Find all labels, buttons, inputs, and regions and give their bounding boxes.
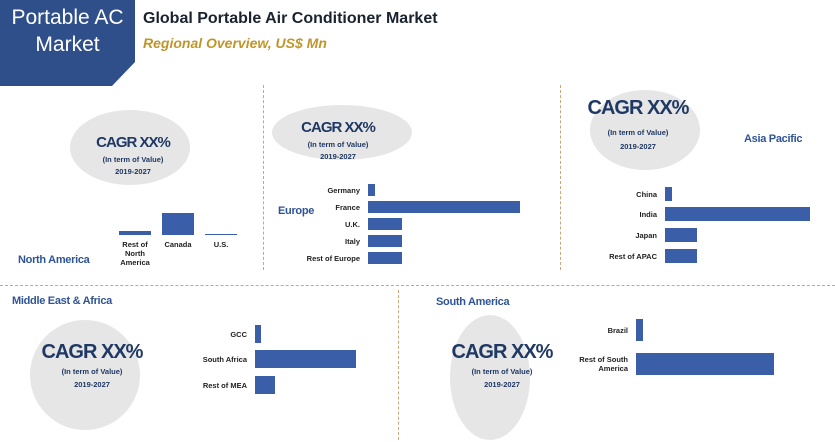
title: Global Portable Air Conditioner Market — [143, 10, 438, 27]
bar — [636, 353, 774, 375]
category-label: Japan — [635, 230, 657, 240]
category-label: Canada — [164, 240, 192, 249]
period: 2019-2027 — [620, 142, 656, 151]
bar — [255, 376, 275, 394]
category-label: China — [636, 189, 657, 199]
category-label: France — [335, 202, 360, 212]
bar — [665, 187, 672, 201]
category-label: Italy — [344, 236, 360, 246]
bar — [636, 319, 643, 341]
region-name: North America — [18, 254, 90, 266]
cagr-note: (In term of Value) — [471, 367, 533, 376]
category-label: Rest of South America — [579, 355, 628, 373]
bar — [368, 201, 520, 213]
bar — [205, 233, 237, 235]
category-label: U.S. — [213, 240, 229, 249]
bar — [255, 350, 356, 368]
category-label: Rest of North America — [120, 240, 150, 267]
region-name: Asia Pacific — [744, 133, 803, 145]
category-label: India — [639, 209, 657, 219]
cagr: CAGR XX% — [587, 97, 690, 119]
cagr: CAGR XX% — [451, 341, 554, 363]
category-label: U.K. — [345, 219, 360, 229]
category-label: Rest of APAC — [609, 251, 657, 261]
cagr-note: (In term of Value) — [607, 128, 669, 137]
period: 2019-2027 — [484, 380, 520, 389]
bar — [665, 228, 697, 242]
cagr: CAGR XX% — [96, 134, 171, 151]
cagr: CAGR XX% — [41, 341, 144, 363]
bar — [119, 231, 151, 235]
region-name: Europe — [278, 205, 315, 217]
region-name: South America — [436, 296, 510, 308]
bar — [162, 213, 194, 235]
category-label: Germany — [327, 185, 360, 195]
period: 2019-2027 — [115, 167, 151, 176]
cagr-note: (In term of Value) — [61, 367, 123, 376]
cagr: CAGR XX% — [301, 119, 376, 136]
bar — [665, 207, 810, 221]
bar — [665, 249, 697, 263]
bar — [368, 218, 402, 230]
region-name: Middle East & Africa — [12, 295, 112, 307]
bar — [255, 325, 261, 343]
cagr-note: (In term of Value) — [102, 155, 164, 164]
badge-text: Portable AC Market — [0, 4, 135, 58]
category-label: South Africa — [202, 354, 247, 364]
subtitle: Regional Overview, US$ Mn — [143, 35, 327, 51]
bar — [368, 252, 402, 264]
badge-line: Market — [35, 33, 100, 56]
cagr-note: (In term of Value) — [307, 140, 369, 149]
bar — [368, 235, 402, 247]
badge-line: Portable AC — [11, 6, 124, 29]
category-label: GCC — [230, 329, 247, 339]
category-label: Brazil — [607, 325, 628, 335]
period: 2019-2027 — [320, 152, 356, 161]
bar — [368, 184, 375, 196]
badge — [0, 0, 135, 86]
category-label: Rest of MEA — [202, 380, 247, 390]
category-label: Rest of Europe — [306, 253, 360, 263]
period: 2019-2027 — [74, 380, 110, 389]
